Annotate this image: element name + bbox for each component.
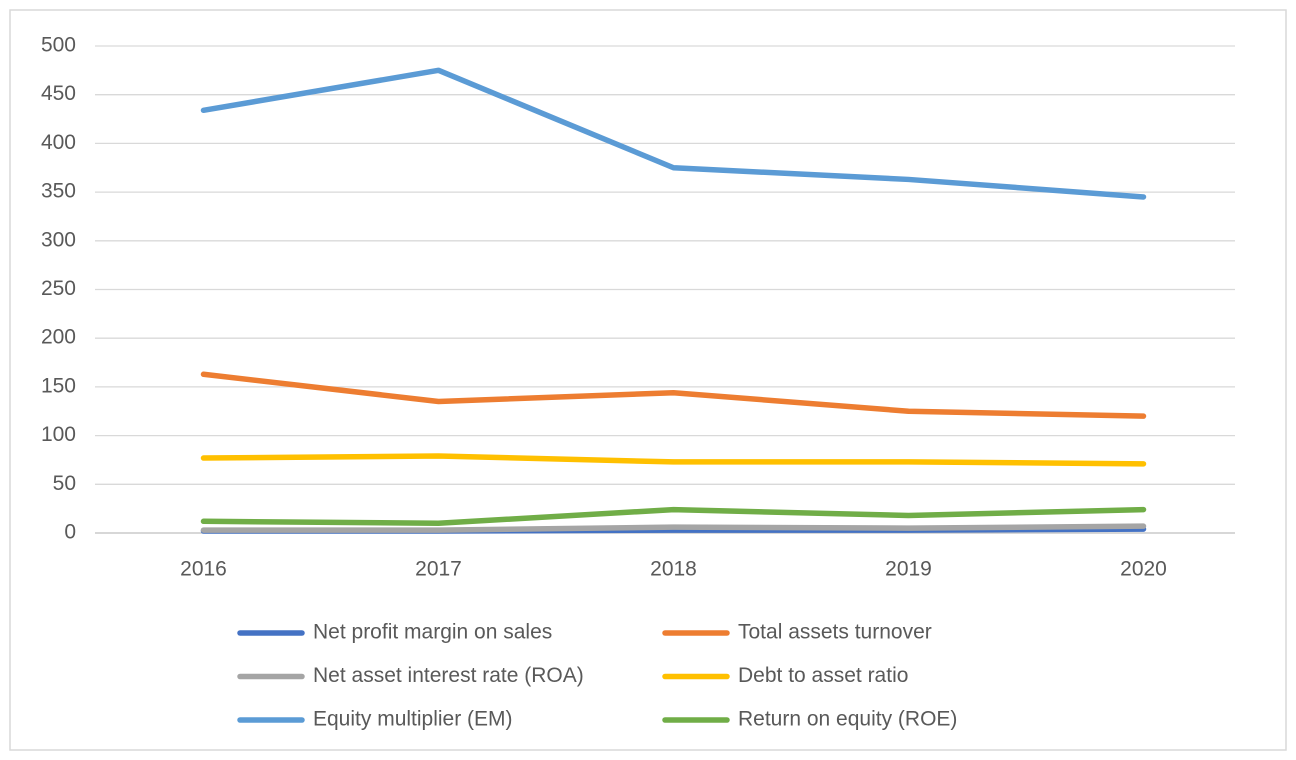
series-line (200, 67, 1147, 200)
y-tick-label: 300 (41, 228, 76, 251)
x-tick-label: 2018 (650, 558, 697, 581)
chart-frame (9, 9, 1287, 751)
series-line (200, 523, 1147, 533)
legend-label: Net profit margin on sales (313, 621, 552, 644)
x-tick-label: 2020 (1120, 558, 1167, 581)
y-tick-label: 150 (41, 374, 76, 397)
y-tick-label: 400 (41, 131, 76, 154)
legend-label: Return on equity (ROE) (738, 708, 957, 731)
x-tick-label: 2017 (415, 558, 462, 581)
y-tick-label: 350 (41, 180, 76, 203)
y-tick-label: 500 (41, 34, 76, 57)
y-tick-label: 0 (64, 521, 76, 544)
y-tick-label: 450 (41, 82, 76, 105)
y-tick-label: 100 (41, 423, 76, 446)
series-line (200, 371, 1147, 419)
y-tick-label: 50 (53, 472, 76, 495)
x-tick-label: 2019 (885, 558, 932, 581)
series-line (200, 506, 1147, 527)
legend-label: Equity multiplier (EM) (313, 708, 513, 731)
legend-label: Total assets turnover (738, 621, 932, 644)
series-line (200, 453, 1147, 467)
x-tick-label: 2016 (180, 558, 227, 581)
legend-label: Net asset interest rate (ROA) (313, 664, 584, 687)
y-tick-label: 200 (41, 326, 76, 349)
legend-label: Debt to asset ratio (738, 664, 908, 687)
y-tick-label: 250 (41, 277, 76, 300)
